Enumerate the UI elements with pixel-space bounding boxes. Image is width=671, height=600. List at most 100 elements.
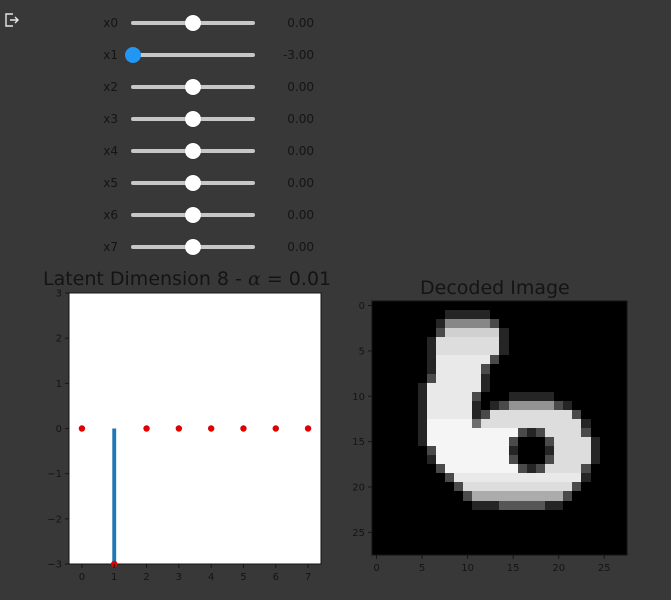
pixel bbox=[372, 364, 382, 374]
pixel bbox=[481, 446, 491, 456]
pixel bbox=[563, 427, 573, 438]
pixel bbox=[435, 382, 445, 392]
pixel bbox=[472, 310, 482, 320]
pixel bbox=[545, 328, 555, 338]
slider-handle[interactable] bbox=[185, 207, 201, 223]
pixel bbox=[508, 427, 518, 438]
pixel bbox=[390, 364, 400, 374]
pixel bbox=[463, 473, 473, 483]
pixel bbox=[608, 536, 618, 546]
pixel bbox=[399, 482, 409, 492]
pixel bbox=[463, 328, 473, 338]
pixel bbox=[572, 527, 582, 537]
pixel bbox=[517, 364, 527, 374]
slider-handle[interactable] bbox=[125, 47, 141, 63]
pixel bbox=[381, 427, 391, 438]
slider-handle[interactable] bbox=[185, 175, 201, 191]
pixel bbox=[381, 373, 391, 383]
slider-label: x4 bbox=[103, 144, 118, 158]
slider-handle[interactable] bbox=[185, 143, 201, 159]
pixel bbox=[444, 427, 454, 438]
pixel bbox=[426, 491, 436, 501]
pixel bbox=[435, 364, 445, 374]
pixel bbox=[426, 373, 436, 383]
pixel bbox=[554, 437, 564, 447]
pixel bbox=[481, 500, 491, 510]
pixel bbox=[453, 373, 464, 383]
pixel bbox=[408, 337, 418, 347]
pixel bbox=[399, 491, 409, 501]
pixel bbox=[481, 382, 491, 392]
x-tick-label: 7 bbox=[305, 572, 311, 583]
slider-handle[interactable] bbox=[185, 111, 201, 127]
pixel bbox=[563, 518, 573, 528]
slider-handle[interactable] bbox=[185, 79, 201, 95]
pixel bbox=[608, 482, 618, 492]
pixel bbox=[563, 455, 573, 465]
pixel bbox=[417, 301, 427, 311]
pixel bbox=[426, 437, 436, 447]
pixel bbox=[417, 545, 427, 555]
pixel bbox=[381, 446, 391, 456]
pixel bbox=[608, 518, 618, 528]
pixel bbox=[408, 391, 418, 401]
slider-track[interactable] bbox=[131, 53, 255, 57]
pixel bbox=[535, 464, 546, 474]
pixel bbox=[399, 518, 409, 528]
pixel bbox=[617, 328, 627, 338]
pixel bbox=[481, 301, 491, 311]
pixel bbox=[517, 319, 527, 329]
pixel bbox=[599, 319, 609, 329]
slider-label: x1 bbox=[103, 48, 118, 62]
pixel bbox=[426, 427, 436, 438]
pixel bbox=[535, 509, 546, 519]
pixel bbox=[390, 400, 400, 410]
slider-row-x0: x0 0.00 bbox=[0, 13, 340, 33]
y-tick-label: 0 bbox=[56, 424, 62, 435]
pixel bbox=[472, 509, 482, 519]
pixel bbox=[508, 455, 518, 465]
pixel bbox=[463, 509, 473, 519]
pixel bbox=[453, 491, 464, 501]
y-tick-label: 0 bbox=[359, 301, 365, 312]
slider-handle[interactable] bbox=[185, 239, 201, 255]
pixel bbox=[435, 355, 445, 365]
pixel bbox=[554, 427, 564, 438]
pixel bbox=[590, 491, 600, 501]
pixel bbox=[599, 482, 609, 492]
pixel bbox=[554, 310, 564, 320]
slider-handle[interactable] bbox=[185, 15, 201, 31]
pixel bbox=[408, 319, 418, 329]
pixel bbox=[545, 527, 555, 537]
pixel bbox=[608, 319, 618, 329]
pixel bbox=[372, 437, 382, 447]
pixel bbox=[554, 464, 564, 474]
pixel bbox=[463, 391, 473, 401]
pixel bbox=[599, 355, 609, 365]
pixel bbox=[545, 391, 555, 401]
pixel bbox=[463, 482, 473, 492]
exit-icon[interactable] bbox=[4, 12, 20, 28]
pixel bbox=[426, 455, 436, 465]
pixel bbox=[426, 473, 436, 483]
pixel bbox=[453, 464, 464, 474]
pixel bbox=[617, 427, 627, 438]
pixel bbox=[508, 373, 518, 383]
pixel bbox=[481, 364, 491, 374]
pixel bbox=[453, 446, 464, 456]
pixel bbox=[435, 464, 445, 474]
pixel bbox=[581, 301, 591, 311]
pixel bbox=[408, 464, 418, 474]
pixel bbox=[472, 355, 482, 365]
pixel bbox=[499, 337, 509, 347]
pixel bbox=[608, 545, 618, 555]
pixel bbox=[517, 527, 527, 537]
pixel bbox=[399, 346, 409, 356]
pixel bbox=[481, 455, 491, 465]
pixel bbox=[499, 455, 509, 465]
pixel bbox=[599, 446, 609, 456]
pixel bbox=[572, 319, 582, 329]
pixel bbox=[554, 301, 564, 311]
pixel bbox=[617, 310, 627, 320]
pixel bbox=[453, 346, 464, 356]
